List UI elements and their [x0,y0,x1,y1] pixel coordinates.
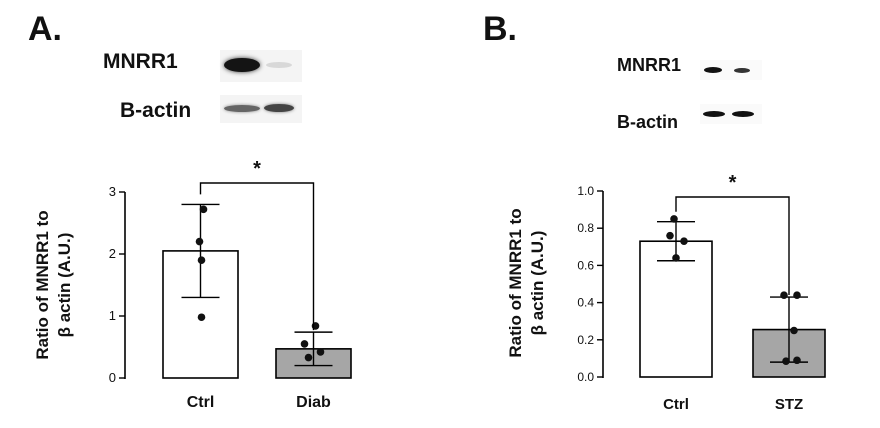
panel-a-mnrr1-strip [220,50,302,82]
panel-b-y-tick-label: 0.4 [577,296,594,310]
panel-a-bactin-band-diab [264,104,294,112]
panel-b-y-axis-label: β actin (A.U.) [528,231,547,336]
panel-b-bactin-band-stz [732,111,754,117]
panel-b-data-point [790,326,798,335]
panel-b-letter: B. [483,10,517,48]
panel-b-significance-bracket [675,196,790,296]
panel-a-y-tick-label: 1 [109,308,116,323]
panel-b-significance-star: * [729,172,737,194]
panel-a-data-point [197,313,206,322]
panel-a-significance-bracket [199,182,315,331]
panel-b-bactin-band-ctrl [703,111,725,117]
panel-a-data-point [316,348,325,356]
panel-b-data-point [793,291,801,299]
panel-b-y-tick-label: 0.6 [577,258,594,272]
panel-b-bactin-label: B-actin [617,112,679,132]
panel-a-bactin-strip [220,95,302,123]
panel-b-data-point [670,215,678,223]
panel-a-data-point [197,256,206,265]
panel-b-y-tick-label: 0.2 [577,333,594,347]
panel-a-y-axis-label: β actin (A.U.) [55,233,74,338]
panel-a-y-tick-label: 3 [109,184,116,199]
panel-b-data-point [782,357,790,365]
panel-b-mnrr1-strip [700,60,762,80]
panel-b-data-point [793,356,801,365]
panel-b-mnrr1-band-stz [734,68,750,73]
panel-b-x-category-label: STZ [775,396,803,413]
panel-b-y-axis-label: Ratio of MNRR1 to [506,208,525,357]
panel-b-bactin-strip [700,104,762,124]
panel-a-data-point [195,237,204,246]
panel-a-mnrr1-band-diab [266,62,292,68]
panel-b-data-point [672,254,680,262]
panel-a-mnrr1-band-ctrl [224,58,260,72]
panel-b-y-tick-label: 0.0 [577,370,594,384]
panel-b-bar-ctrl [639,240,713,378]
panel-a-data-point [300,340,309,348]
panel-a-mnrr1-label: MNRR1 [103,50,178,73]
panel-b-y-tick-label: 0.8 [577,221,594,235]
panel-b-x-category-label: Ctrl [663,396,689,413]
panel-a-data-point [304,353,313,362]
panel-b-data-point [780,291,788,299]
panel-a-x-category-label: Diab [296,394,331,411]
panel-b-y-tick-label: 1.0 [577,184,594,198]
panel-b-mnrr1-band-ctrl [704,67,722,73]
panel-a-bactin-band-ctrl [224,105,260,112]
panel-b-data-point [666,231,674,240]
panel-b-data-point [680,237,688,246]
panel-a-y-axis-label: Ratio of MNRR1 to [33,210,52,359]
panel-a-y-tick-label: 0 [109,370,116,385]
panel-a-bactin-label: B-actin [120,99,192,122]
panel-a-y-tick-label: 2 [109,246,116,261]
panel-a-significance-star: * [253,158,261,180]
panel-b-mnrr1-label: MNRR1 [617,55,682,75]
panel-a-data-point [199,205,208,214]
panel-a-letter: A. [28,10,62,48]
panel-a-x-category-label: Ctrl [187,394,215,411]
